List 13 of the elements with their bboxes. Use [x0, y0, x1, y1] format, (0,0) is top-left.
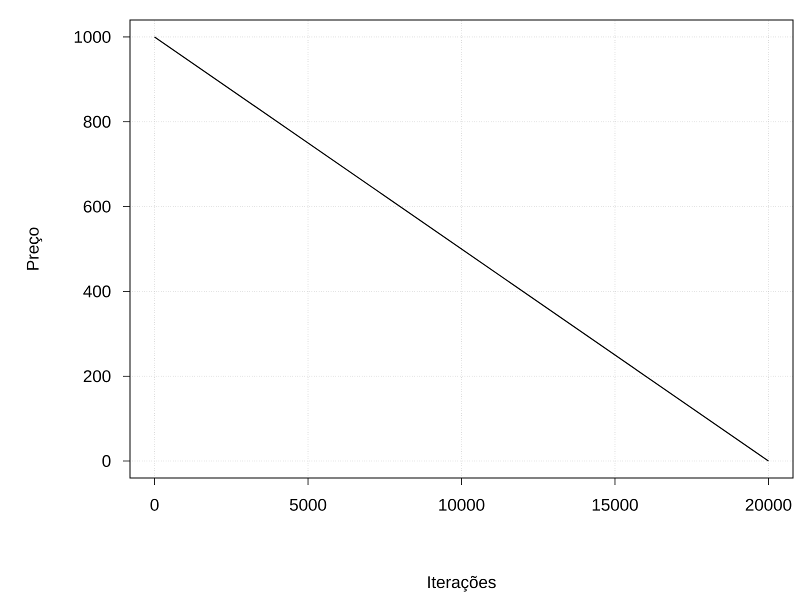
y-tick-label: 600 — [84, 200, 110, 213]
x-tick-label: 0 — [150, 498, 159, 511]
x-tick-label: 5000 — [290, 498, 326, 511]
x-tick-label: 10000 — [439, 498, 484, 511]
y-tick-label: 200 — [84, 370, 110, 382]
y-tick-label: 1000 — [74, 30, 110, 43]
y-axis-title: Preço — [26, 228, 42, 270]
y-tick-label: 0 — [102, 455, 110, 468]
y-tick-label: 800 — [84, 116, 110, 128]
x-tick-label: 15000 — [592, 498, 638, 511]
x-axis-title: Iterações — [428, 576, 496, 592]
y-tick-label: 400 — [83, 285, 110, 298]
x-tick-label: 20000 — [746, 498, 792, 511]
